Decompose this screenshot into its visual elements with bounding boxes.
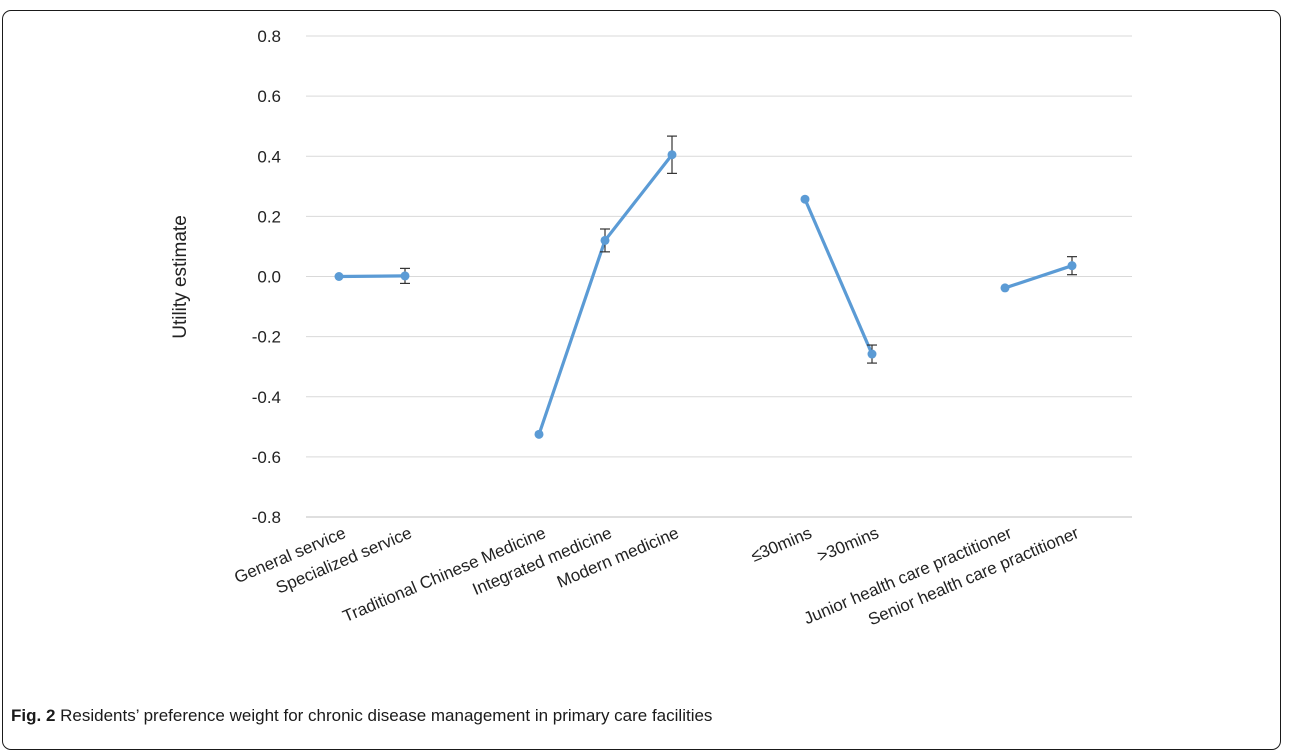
- y-tick-label: -0.6: [252, 448, 281, 467]
- y-tick-label: -0.8: [252, 508, 281, 527]
- data-point: [867, 349, 877, 359]
- series-lines: [338, 153, 1073, 435]
- series-line: [537, 153, 674, 435]
- x-tick-label: >30mins: [815, 523, 882, 566]
- y-tick-label: -0.4: [252, 388, 281, 407]
- y-axis-ticks: 0.8 0.6 0.4 0.2 0.0 -0.2 -0.4 -0.6 -0.8: [252, 27, 281, 527]
- x-tick-label: ≤30mins: [748, 523, 814, 566]
- y-tick-label: 0.2: [257, 207, 281, 226]
- gridlines: [306, 35, 1132, 518]
- data-point: [400, 271, 410, 281]
- data-point: [667, 150, 677, 160]
- y-tick-label: -0.2: [252, 328, 281, 347]
- utility-line-chart: 0.8 0.6 0.4 0.2 0.0 -0.2 -0.4 -0.6 -0.8 General …: [170, 27, 1132, 629]
- data-points: [334, 150, 1077, 439]
- y-tick-label: 0.4: [257, 147, 281, 166]
- data-point: [334, 272, 344, 281]
- caption-text: Residents’ preference weight for chronic…: [60, 706, 713, 725]
- y-tick-label: 0.6: [257, 87, 281, 106]
- series-line: [1004, 264, 1073, 290]
- y-tick-label: 0.8: [257, 27, 281, 46]
- y-axis-label: Utility estimate: [170, 215, 191, 339]
- data-point: [534, 429, 544, 439]
- data-point: [1067, 261, 1077, 271]
- caption-label: Fig. 2: [11, 706, 56, 725]
- data-point: [800, 194, 810, 204]
- data-point: [600, 235, 610, 245]
- data-point: [1000, 283, 1010, 293]
- figure-caption: Fig. 2 Residents’ preference weight for …: [11, 706, 712, 726]
- y-tick-label: 0.0: [257, 268, 281, 287]
- error-bars: [400, 135, 1077, 364]
- series-line: [338, 274, 406, 279]
- series-line: [803, 198, 874, 355]
